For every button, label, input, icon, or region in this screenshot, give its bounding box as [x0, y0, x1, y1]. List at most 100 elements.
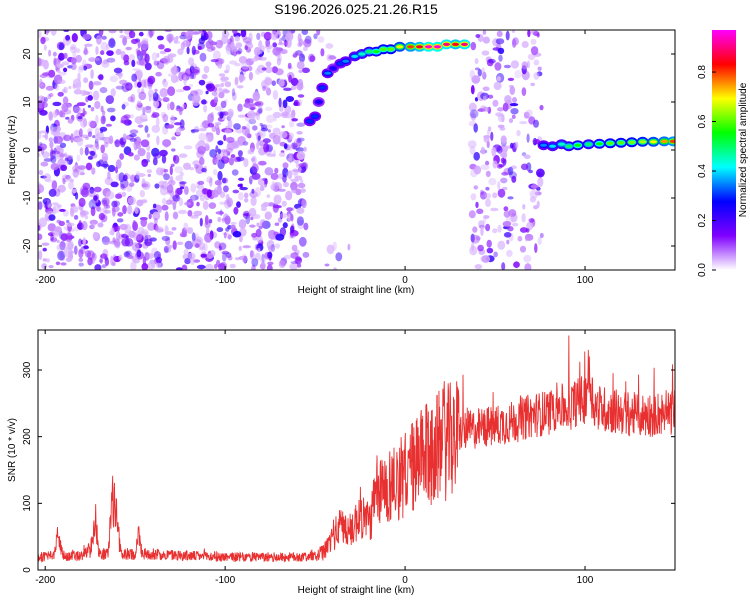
y-tick-label: 20 [22, 48, 33, 60]
noise-blob [285, 32, 294, 42]
noise-blob [198, 79, 206, 86]
noise-blob [141, 88, 145, 94]
noise-blob [199, 217, 203, 227]
noise-blob [80, 134, 90, 139]
noise-blob [474, 58, 479, 65]
noise-blob [180, 41, 185, 51]
noise-blob [288, 170, 293, 180]
noise-blob [119, 223, 128, 231]
noise-blob [229, 263, 236, 269]
noise-blob [160, 111, 167, 119]
x-tick-label: -100 [215, 575, 235, 586]
noise-blob [79, 128, 83, 138]
noise-blob [162, 97, 170, 103]
noise-blob [97, 222, 104, 228]
noise-blob [173, 36, 179, 44]
noise-blob [201, 167, 207, 173]
signal-core [617, 141, 625, 145]
noise-blob [179, 119, 185, 129]
noise-blob [281, 200, 287, 207]
noise-blob [48, 188, 57, 197]
noise-blob [137, 40, 141, 49]
noise-blob [290, 77, 299, 86]
noise-blob [258, 40, 263, 50]
x-tick-label: 0 [402, 275, 408, 286]
noise-blob [46, 199, 51, 208]
noise-blob [531, 30, 538, 35]
noise-blob [133, 154, 140, 161]
noise-blob [54, 83, 60, 91]
noise-blob [137, 69, 143, 80]
noise-blob [214, 84, 221, 88]
noise-blob [96, 161, 101, 168]
noise-blob [224, 129, 232, 134]
noise-blob [87, 104, 91, 108]
noise-blob [300, 179, 304, 184]
noise-blob [482, 106, 490, 112]
noise-blob [279, 213, 288, 219]
noise-blob [236, 50, 242, 55]
noise-blob [115, 85, 125, 90]
noise-blob [493, 251, 498, 258]
noise-blob [184, 240, 193, 250]
noise-blob [140, 217, 147, 227]
noise-blob [41, 101, 48, 108]
signal-core [372, 50, 380, 54]
noise-blob [491, 146, 497, 157]
noise-blob [135, 171, 141, 180]
noise-blob [147, 222, 156, 231]
noise-blob [247, 106, 257, 110]
noise-blob [536, 168, 545, 178]
noise-blob [105, 191, 115, 200]
noise-blob [523, 154, 531, 160]
noise-blob [164, 48, 172, 53]
noise-blob [84, 215, 89, 220]
noise-blob [261, 253, 265, 263]
noise-blob [189, 257, 195, 265]
noise-blob [224, 81, 232, 88]
noise-blob [162, 139, 172, 147]
noise-blob [187, 252, 196, 260]
noise-blob [50, 232, 54, 241]
noise-blob [65, 257, 72, 263]
noise-blob [141, 79, 147, 88]
noise-blob [170, 114, 175, 125]
noise-blob [297, 94, 305, 98]
noise-blob [161, 154, 167, 164]
noise-blob [507, 166, 514, 176]
noise-blob [98, 74, 104, 81]
noise-blob [290, 225, 295, 234]
noise-blob [510, 108, 519, 115]
noise-blob [218, 87, 223, 93]
noise-blob [91, 167, 96, 175]
noise-blob [130, 93, 136, 103]
noise-blob [43, 158, 53, 162]
noise-blob [215, 211, 225, 215]
noise-blob [170, 163, 175, 167]
noise-blob [124, 230, 134, 237]
noise-blob [230, 221, 237, 225]
noise-blob [117, 212, 124, 217]
y-tick-label: 100 [22, 495, 33, 512]
noise-blob [274, 167, 279, 174]
noise-blob [230, 41, 235, 50]
noise-blob [42, 151, 50, 159]
noise-blob [136, 100, 142, 106]
noise-blob [151, 262, 155, 268]
noise-blob [101, 60, 110, 68]
noise-blob [130, 261, 137, 270]
noise-blob [76, 102, 86, 107]
noise-blob [266, 264, 273, 270]
noise-blob [231, 88, 236, 97]
noise-blob [100, 105, 104, 113]
noise-blob [195, 243, 200, 249]
y-tick-label: -10 [22, 190, 33, 205]
noise-blob [136, 233, 144, 243]
noise-blob [533, 59, 540, 66]
noise-blob [168, 73, 172, 77]
noise-blob [90, 106, 95, 112]
noise-blob [492, 160, 498, 169]
noise-blob [106, 107, 116, 113]
noise-blob [108, 38, 116, 49]
noise-blob [248, 118, 257, 125]
